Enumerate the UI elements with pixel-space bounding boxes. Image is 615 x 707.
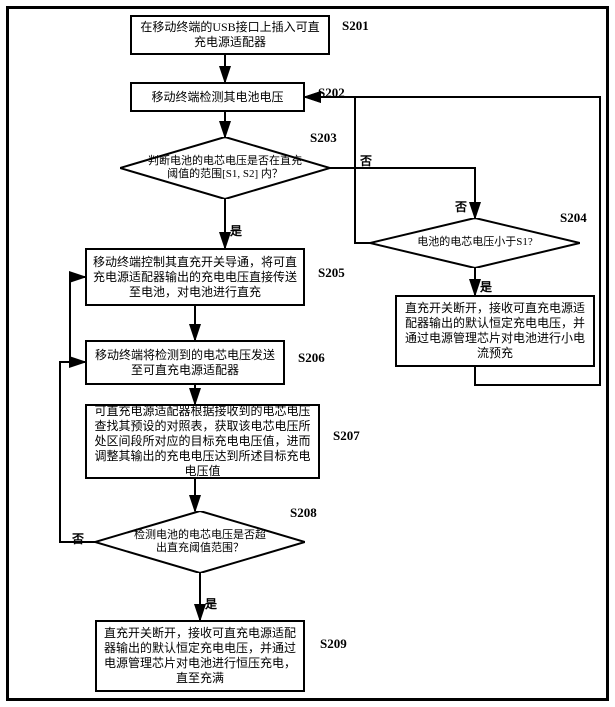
flow-arrows: [0, 0, 615, 707]
